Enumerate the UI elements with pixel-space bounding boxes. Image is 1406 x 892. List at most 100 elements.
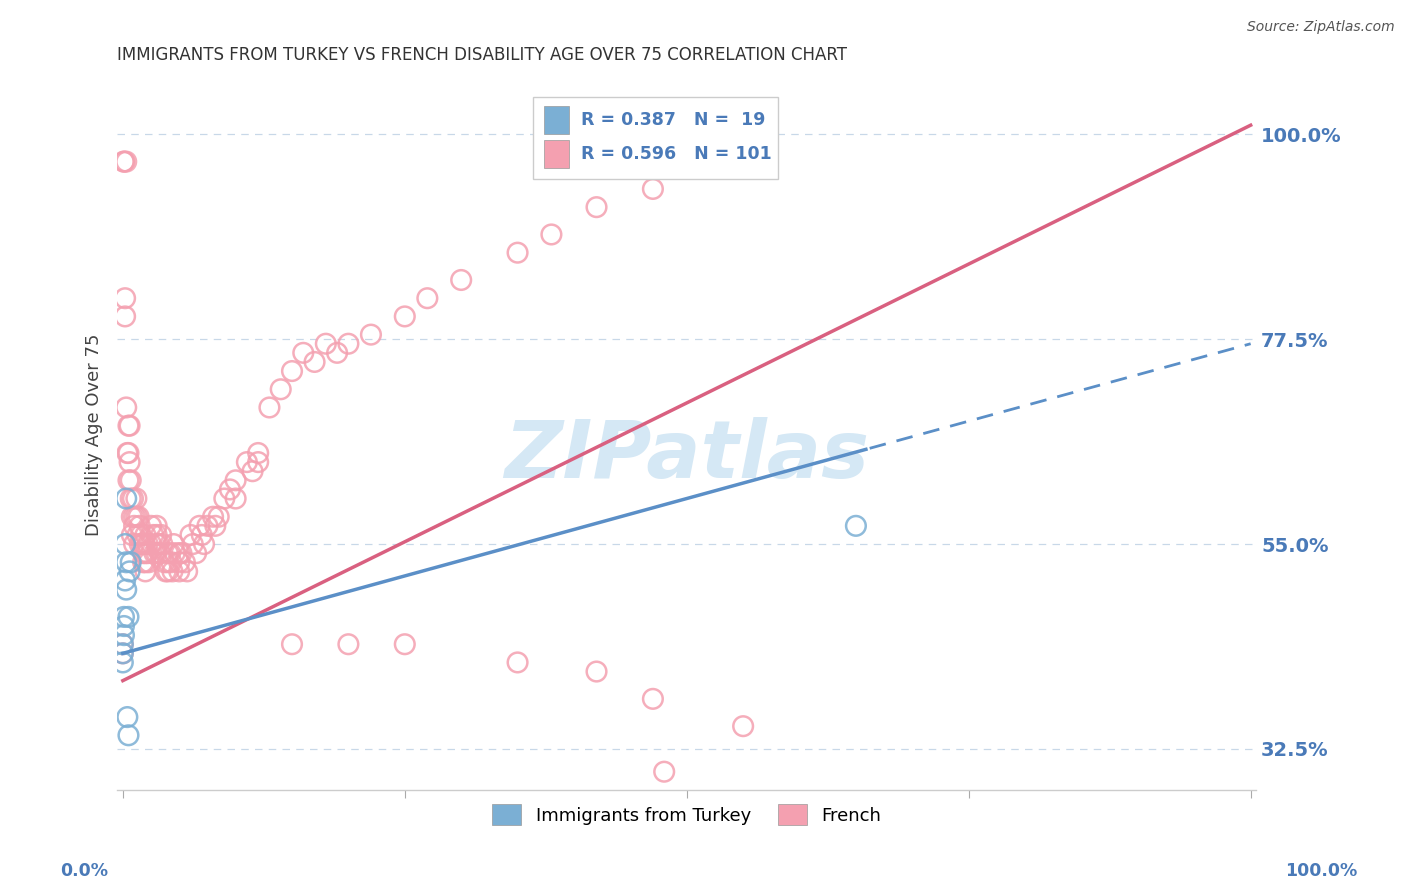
Point: [292, 346, 315, 360]
FancyBboxPatch shape: [544, 106, 569, 135]
Point: [139, 537, 162, 551]
Point: [162, 565, 184, 579]
Point: [117, 473, 139, 487]
Point: [150, 537, 173, 551]
Point: [173, 555, 195, 569]
Point: [128, 519, 150, 533]
Point: [733, 719, 755, 733]
Point: [641, 691, 664, 706]
Point: [281, 364, 304, 378]
Point: [145, 537, 167, 551]
Point: [117, 446, 139, 460]
Text: R = 0.387   N =  19: R = 0.387 N = 19: [581, 112, 765, 129]
Point: [134, 537, 156, 551]
FancyBboxPatch shape: [533, 97, 778, 179]
Point: [242, 464, 264, 478]
Point: [111, 646, 134, 660]
Point: [167, 565, 190, 579]
Point: [111, 656, 134, 670]
Point: [117, 710, 139, 724]
Point: [197, 519, 219, 533]
Point: [208, 509, 231, 524]
Point: [156, 546, 179, 560]
Point: [115, 582, 138, 597]
Point: [540, 227, 562, 242]
Point: [156, 565, 179, 579]
Point: [121, 528, 143, 542]
Point: [304, 355, 326, 369]
Point: [120, 874, 142, 888]
Text: 0.0%: 0.0%: [60, 862, 108, 880]
Point: [179, 528, 201, 542]
Point: [115, 154, 138, 169]
Point: [128, 537, 150, 551]
Point: [136, 546, 159, 560]
Point: [122, 537, 145, 551]
Text: IMMIGRANTS FROM TURKEY VS FRENCH DISABILITY AGE OVER 75 CORRELATION CHART: IMMIGRANTS FROM TURKEY VS FRENCH DISABIL…: [117, 46, 848, 64]
Point: [506, 245, 529, 260]
Point: [118, 455, 141, 469]
Point: [159, 546, 181, 560]
Point: [122, 491, 145, 506]
Text: ZIPatlas: ZIPatlas: [505, 417, 869, 495]
Point: [115, 401, 138, 415]
Point: [122, 509, 145, 524]
Point: [134, 528, 156, 542]
Point: [170, 546, 193, 560]
Text: Source: ZipAtlas.com: Source: ZipAtlas.com: [1247, 20, 1395, 34]
Point: [112, 619, 135, 633]
Text: R = 0.596   N = 101: R = 0.596 N = 101: [581, 145, 772, 163]
Point: [337, 336, 360, 351]
Point: [191, 528, 214, 542]
Point: [193, 537, 215, 551]
Point: [156, 555, 179, 569]
Point: [247, 446, 270, 460]
Point: [118, 565, 141, 579]
Point: [136, 537, 159, 551]
Point: [585, 665, 607, 679]
Point: [122, 519, 145, 533]
Point: [394, 637, 416, 651]
Point: [118, 418, 141, 433]
Point: [416, 291, 439, 305]
Point: [225, 473, 247, 487]
Y-axis label: Disability Age Over 75: Disability Age Over 75: [86, 334, 103, 536]
Point: [112, 154, 135, 169]
Point: [219, 483, 242, 497]
Point: [111, 637, 134, 651]
Point: [114, 291, 136, 305]
Point: [167, 546, 190, 560]
Point: [112, 628, 135, 642]
Point: [326, 346, 349, 360]
Point: [149, 546, 172, 560]
Point: [150, 528, 173, 542]
Point: [121, 855, 143, 870]
Point: [129, 528, 152, 542]
Point: [153, 555, 176, 569]
Point: [131, 537, 153, 551]
Point: [112, 154, 135, 169]
Point: [641, 182, 664, 196]
Point: [155, 565, 177, 579]
Point: [652, 764, 675, 779]
Point: [127, 528, 149, 542]
Point: [114, 537, 136, 551]
Legend: Immigrants from Turkey, French: Immigrants from Turkey, French: [484, 796, 890, 834]
Point: [111, 637, 134, 651]
Point: [214, 491, 236, 506]
Point: [125, 491, 148, 506]
FancyBboxPatch shape: [544, 140, 569, 169]
Point: [162, 537, 184, 551]
Point: [114, 310, 136, 324]
Point: [188, 519, 211, 533]
Point: [120, 473, 142, 487]
Point: [160, 555, 183, 569]
Point: [270, 382, 292, 396]
Point: [138, 555, 160, 569]
Point: [204, 519, 226, 533]
Point: [225, 491, 247, 506]
Point: [125, 509, 148, 524]
Point: [128, 509, 150, 524]
Point: [506, 656, 529, 670]
Point: [115, 555, 138, 569]
